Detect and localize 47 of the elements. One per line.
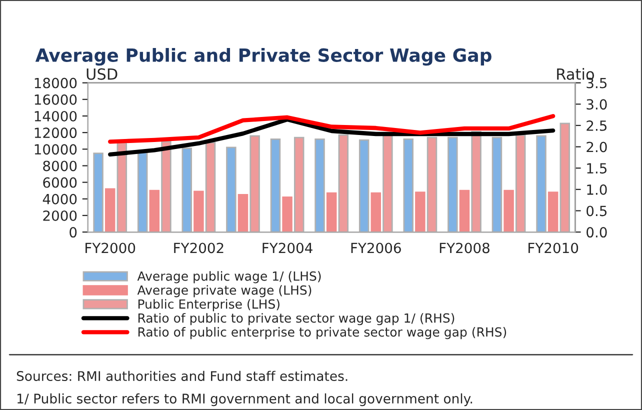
bar [326, 192, 337, 232]
y-tick-label: 8000 [43, 160, 77, 172]
bar [548, 192, 558, 232]
y-tick-label: 18000 [34, 78, 77, 88]
legend-label: Average public wage 1/ (LHS) [137, 271, 321, 284]
bar [370, 192, 382, 232]
y-tick-label: 10000 [34, 144, 77, 155]
bar [504, 190, 514, 232]
bar [194, 190, 204, 232]
legend-label: Public Enterprise (LHS) [138, 299, 280, 312]
y-tick-label: 2000 [43, 210, 77, 221]
bar [415, 192, 426, 232]
text: 1/ Public sector refers to RMI government and local government only. [18, 393, 472, 406]
bar [238, 194, 248, 232]
y-tick-label: 16000 [34, 94, 77, 105]
x-tick-label: FY2006 [351, 242, 401, 254]
y2-axis-title: Ratio [557, 68, 594, 80]
y2-tick-label: 0.0 [586, 227, 607, 238]
y-tick-label: 4000 [42, 194, 77, 204]
y2-tick-label: 2.0 [586, 142, 607, 152]
bar [459, 190, 470, 232]
y2-tick-label: 3.5 [586, 78, 607, 88]
y2-tick-label: 3.0 [586, 99, 607, 110]
y2-tick-label: 1.0 [587, 184, 607, 195]
y2-tick-label: 1.5 [587, 163, 607, 174]
x-tick-label: FY2004 [262, 242, 312, 254]
x-tick-label: FY2002 [174, 242, 224, 254]
bar [149, 190, 160, 232]
source-note: Sources: RMI authorities and Fund staff estimates. [16, 370, 348, 382]
y-tick-label: 0 [70, 227, 77, 238]
x-tick-label: FY2000 [86, 242, 136, 254]
y-tick-label: 14000 [34, 110, 77, 122]
chart-title: Average Public and Private Sector Wage Gap [35, 48, 492, 66]
x-tick-label: FY2008 [440, 242, 490, 254]
y-axis-title: USD [86, 68, 118, 80]
bar [282, 196, 292, 232]
legend-label: Average private wage (LHS) [137, 285, 312, 298]
y2-tick-label: 0.5 [586, 206, 607, 216]
line-series [108, 114, 556, 144]
x-tick-label: FY2010 [528, 242, 578, 254]
legend-label: Ratio of public to private sector wage gap 1/ (RHS) [138, 313, 454, 326]
legend-label: Ratio of public enterprise to private sector wage gap (RHS) [138, 327, 506, 340]
y-tick-label: 12000 [34, 128, 77, 138]
y2-tick-label: 2.5 [586, 120, 607, 131]
line-series [108, 117, 556, 157]
y-tick-label: 6000 [43, 177, 77, 188]
bar [104, 188, 116, 232]
